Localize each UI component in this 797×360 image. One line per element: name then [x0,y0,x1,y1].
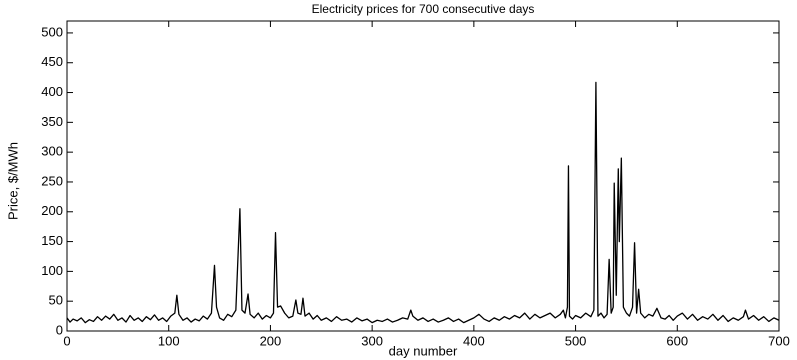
x-tick-label: 500 [565,333,587,348]
y-axis-label: Price, $/MWh [5,142,20,220]
x-tick-label: 600 [666,333,688,348]
y-tick-label: 300 [41,144,63,159]
y-tick-label: 150 [41,233,63,248]
y-tick-label: 400 [41,84,63,99]
x-tick-label: 0 [63,333,70,348]
x-axis-label: day number [389,343,458,358]
y-tick-label: 200 [41,203,63,218]
x-tick-label: 100 [158,333,180,348]
y-tick-label: 100 [41,263,63,278]
y-tick-label: 500 [41,24,63,39]
y-tick-label: 250 [41,173,63,188]
y-tick-label: 0 [56,322,63,337]
x-tick-label: 300 [361,333,383,348]
price-line [66,81,780,324]
chart-title: Electricity prices for 700 consecutive d… [312,2,535,16]
x-tick-label: 400 [463,333,485,348]
y-tick-label: 450 [41,54,63,69]
x-tick-label: 700 [768,333,790,348]
y-tick-label: 350 [41,114,63,129]
plot-frame [66,20,780,332]
y-tick-label: 50 [49,293,63,308]
x-tick-label: 200 [260,333,282,348]
